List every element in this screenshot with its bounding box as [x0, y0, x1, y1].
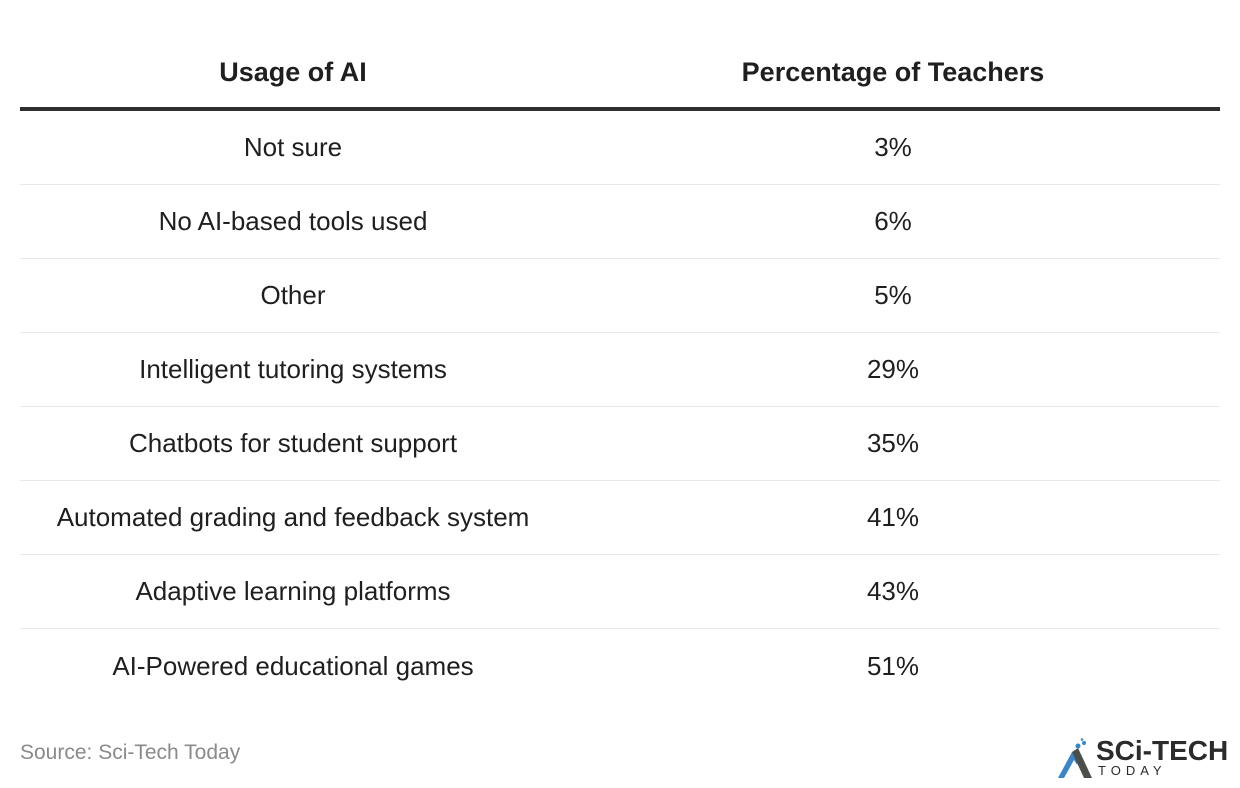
cell-percentage: 29% [866, 354, 920, 384]
cell-usage: AI-Powered educational games [112, 650, 474, 681]
cell-usage: Automated grading and feedback system [56, 502, 530, 532]
cell-percentage: 3% [874, 132, 912, 162]
source-note: Source: Sci-Tech Today [20, 741, 241, 764]
cell-percentage: 5% [874, 280, 912, 310]
table-row: Other 5% [20, 259, 1220, 333]
cell-usage: Other [260, 280, 326, 310]
table-row: AI-Powered educational games 51% [20, 629, 1220, 703]
cell-percentage: 43% [866, 576, 920, 606]
table-row: No AI-based tools used 6% [20, 185, 1220, 259]
table-row: Intelligent tutoring systems 29% [20, 333, 1220, 407]
cell-usage: Chatbots for student support [128, 428, 458, 458]
cell-usage: Not sure [243, 132, 343, 162]
table-row: Chatbots for student support 35% [20, 407, 1220, 481]
table-row: Adaptive learning platforms 43% [20, 555, 1220, 629]
cell-percentage: 6% [874, 206, 912, 236]
cell-percentage: 41% [866, 502, 920, 532]
header-percentage: Percentage of Teachers [741, 57, 1045, 87]
header-usage: Usage of AI [219, 57, 367, 87]
cell-usage: No AI-based tools used [158, 206, 428, 236]
logo-wordmark: SCi-TECH [1096, 735, 1229, 766]
data-table: Usage of AI Percentage of Teachers Not s… [20, 38, 1220, 703]
table-row: Not sure 3% [20, 111, 1220, 185]
cell-usage: Adaptive learning platforms [135, 576, 451, 606]
logo-subtitle: TODAY [1098, 763, 1167, 778]
sci-tech-today-logo: SCi-TECH TODAY [1056, 736, 1232, 780]
logo-mark-icon [1058, 738, 1092, 778]
table-row: Automated grading and feedback system 41… [20, 481, 1220, 555]
cell-percentage: 51% [866, 650, 920, 681]
table-header: Usage of AI Percentage of Teachers [20, 38, 1220, 111]
cell-percentage: 35% [866, 428, 920, 458]
cell-usage: Intelligent tutoring systems [139, 354, 447, 384]
